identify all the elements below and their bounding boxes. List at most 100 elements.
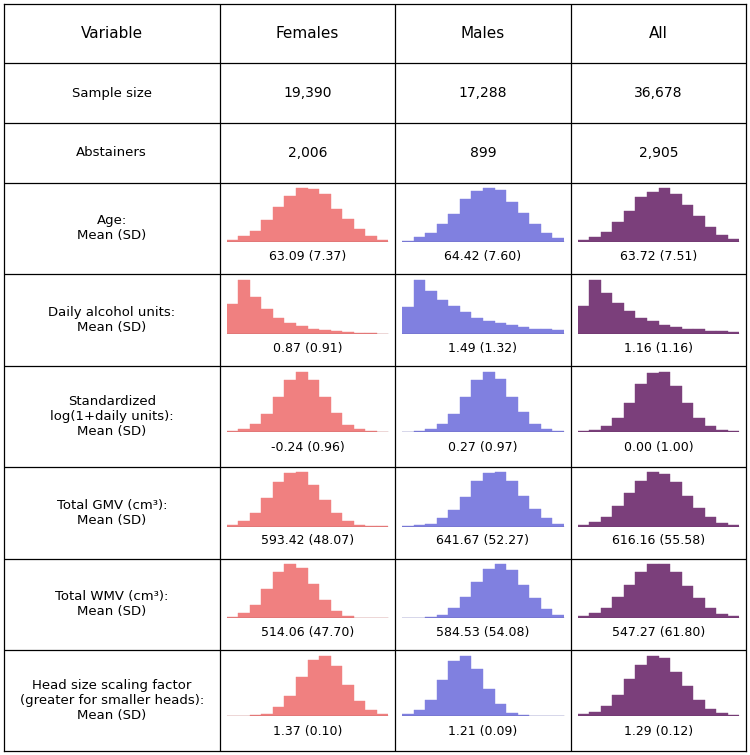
Bar <box>601 705 612 716</box>
Bar <box>506 482 518 526</box>
Bar <box>518 584 530 618</box>
Text: 899: 899 <box>470 146 496 160</box>
Bar <box>425 430 436 432</box>
Bar <box>647 373 658 432</box>
Bar <box>590 522 601 526</box>
Bar <box>578 240 590 242</box>
Bar <box>705 517 716 526</box>
Bar <box>624 679 635 716</box>
Text: 64.42 (7.60): 64.42 (7.60) <box>445 250 521 263</box>
Bar <box>578 616 590 618</box>
Bar <box>273 397 284 432</box>
Bar <box>460 312 472 334</box>
Bar <box>354 430 365 432</box>
Bar <box>518 496 530 526</box>
Bar <box>238 430 250 432</box>
Bar <box>705 427 716 432</box>
Bar <box>460 497 472 526</box>
Bar <box>612 303 624 334</box>
Bar <box>308 661 319 716</box>
Bar <box>354 701 365 716</box>
Bar <box>331 611 342 618</box>
Bar <box>296 677 307 716</box>
Bar <box>483 689 494 716</box>
Text: 0.87 (0.91): 0.87 (0.91) <box>273 342 342 355</box>
Bar <box>250 297 261 334</box>
Bar <box>590 280 601 334</box>
Bar <box>238 280 250 334</box>
Bar <box>250 231 261 242</box>
Bar <box>448 214 460 242</box>
Bar <box>273 207 284 242</box>
Bar <box>460 597 472 618</box>
Bar <box>682 586 693 618</box>
Bar <box>728 616 740 618</box>
Text: Total WMV (cm³):
Mean (SD): Total WMV (cm³): Mean (SD) <box>55 590 169 618</box>
Bar <box>414 280 425 334</box>
Bar <box>250 715 261 716</box>
Bar <box>308 485 319 526</box>
Text: Abstainers: Abstainers <box>76 146 147 159</box>
Text: 0.27 (0.97): 0.27 (0.97) <box>448 441 518 454</box>
Bar <box>705 708 716 716</box>
Bar <box>612 597 624 618</box>
Bar <box>342 219 354 242</box>
Bar <box>716 430 728 432</box>
Bar <box>658 474 670 526</box>
Bar <box>436 223 448 242</box>
Bar <box>342 616 354 618</box>
Bar <box>226 525 238 526</box>
Text: Total GMV (cm³):
Mean (SD): Total GMV (cm³): Mean (SD) <box>56 499 167 527</box>
Bar <box>342 424 354 432</box>
Bar <box>612 418 624 432</box>
Text: Males: Males <box>460 26 506 41</box>
Bar <box>541 233 552 242</box>
Bar <box>494 473 506 526</box>
Bar <box>483 569 494 618</box>
Text: Age:
Mean (SD): Age: Mean (SD) <box>77 214 146 242</box>
Bar <box>518 213 530 242</box>
Text: Variable: Variable <box>81 26 142 41</box>
Bar <box>647 656 658 716</box>
Bar <box>273 707 284 716</box>
Text: 1.16 (1.16): 1.16 (1.16) <box>624 342 693 355</box>
Bar <box>601 609 612 618</box>
Bar <box>506 202 518 242</box>
Bar <box>319 397 331 432</box>
Bar <box>448 510 460 526</box>
Text: 584.53 (54.08): 584.53 (54.08) <box>436 626 530 639</box>
Bar <box>238 520 250 526</box>
Text: 63.72 (7.51): 63.72 (7.51) <box>620 250 698 263</box>
Bar <box>705 331 716 334</box>
Bar <box>284 564 296 618</box>
Bar <box>518 328 530 334</box>
Bar <box>693 329 705 334</box>
Bar <box>506 325 518 334</box>
Bar <box>284 473 296 526</box>
Bar <box>716 235 728 242</box>
Bar <box>682 403 693 432</box>
Bar <box>635 664 647 716</box>
Bar <box>261 713 273 716</box>
Bar <box>635 481 647 526</box>
Bar <box>483 188 494 242</box>
Text: 1.29 (0.12): 1.29 (0.12) <box>624 726 693 738</box>
Bar <box>460 396 472 432</box>
Bar <box>494 323 506 334</box>
Bar <box>261 589 273 618</box>
Bar <box>273 482 284 526</box>
Bar <box>601 293 612 334</box>
Text: Standardized
log(1+daily units):
Mean (SD): Standardized log(1+daily units): Mean (S… <box>50 395 173 438</box>
Bar <box>414 525 425 526</box>
Bar <box>284 196 296 242</box>
Bar <box>728 239 740 242</box>
Bar <box>425 700 436 716</box>
Bar <box>472 191 483 242</box>
Bar <box>296 372 307 432</box>
Bar <box>414 237 425 242</box>
Bar <box>472 582 483 618</box>
Bar <box>425 524 436 526</box>
Bar <box>647 192 658 242</box>
Bar <box>448 414 460 432</box>
Bar <box>448 306 460 334</box>
